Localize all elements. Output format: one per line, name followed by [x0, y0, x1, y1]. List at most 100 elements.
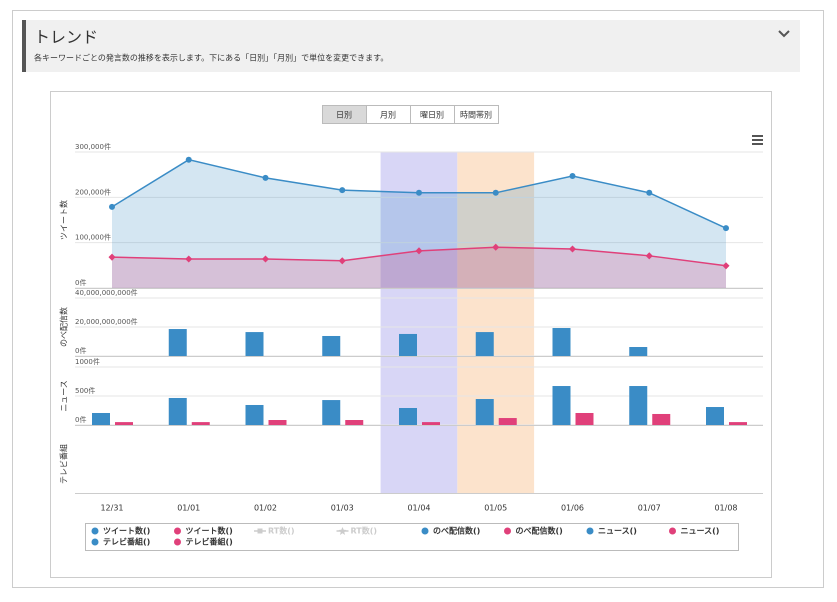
legend-label[interactable]: ツイート数()	[186, 526, 233, 536]
bar	[575, 412, 594, 425]
point	[261, 255, 270, 263]
legend-icon[interactable]	[338, 527, 347, 535]
bar	[629, 347, 648, 356]
y-tick-label: 100,000件	[75, 233, 111, 242]
y-tick-label: 0件	[75, 278, 86, 287]
point	[108, 253, 116, 261]
tab-label[interactable]: 日別	[336, 111, 352, 120]
bar	[629, 386, 648, 425]
point	[492, 243, 500, 251]
y-axis-title: のべ配信数	[59, 307, 69, 347]
bar	[92, 412, 110, 425]
legend-label[interactable]: ニュース()	[681, 527, 720, 536]
bar	[245, 404, 264, 425]
legend-icon[interactable]	[174, 538, 181, 546]
legend-label[interactable]: テレビ番組()	[103, 537, 150, 547]
point	[723, 225, 729, 232]
header-box	[22, 20, 800, 72]
bar	[322, 400, 341, 425]
area-fill	[112, 247, 726, 288]
y-tick-label: 300,000件	[75, 142, 111, 151]
bar	[268, 420, 287, 425]
legend-label[interactable]: ニュース()	[598, 527, 637, 536]
menu-icon[interactable]	[752, 135, 763, 145]
y-axis-title: ツイート数	[59, 200, 69, 240]
x-tick-label: 01/03	[331, 504, 354, 513]
legend-label[interactable]: RT数()	[268, 526, 295, 536]
tab-label[interactable]: 時間帯別	[460, 110, 492, 120]
bar	[552, 328, 571, 356]
point	[109, 203, 115, 210]
point	[416, 189, 422, 196]
header-title: トレンド	[34, 28, 98, 47]
legend-label[interactable]: のべ配信数()	[433, 526, 480, 536]
x-tick-label: 01/06	[561, 504, 584, 513]
tab-label[interactable]: 月別	[380, 111, 396, 120]
tab[interactable]	[454, 105, 499, 124]
y-axis-title: テレビ番組	[59, 444, 69, 484]
point	[262, 174, 269, 181]
bar	[652, 413, 671, 425]
y-tick-label: 500件	[75, 386, 95, 395]
y-tick-label: 0件	[75, 346, 86, 355]
point	[339, 187, 346, 194]
bar	[168, 397, 187, 425]
bar	[729, 422, 747, 425]
bar	[191, 422, 210, 425]
legend-label[interactable]: RT数()	[351, 526, 378, 536]
point	[185, 156, 192, 163]
point	[645, 252, 653, 260]
point	[569, 173, 576, 180]
bar	[345, 420, 364, 425]
bar	[399, 333, 417, 356]
legend-icon[interactable]	[504, 527, 511, 535]
legend-label[interactable]: のべ配信数()	[516, 526, 563, 536]
x-tick-label: 12/31	[100, 504, 123, 513]
y-tick-label: 1000件	[75, 357, 100, 366]
y-tick-label: 40,000,000,000件	[75, 288, 138, 297]
header-accent	[22, 20, 26, 72]
point	[646, 189, 653, 196]
legend-box	[85, 523, 739, 551]
point	[338, 257, 346, 265]
collapse-chevron[interactable]	[778, 30, 790, 38]
point	[722, 262, 730, 270]
bar	[552, 386, 571, 425]
point	[415, 247, 423, 255]
bar	[498, 418, 517, 425]
bar	[422, 422, 440, 425]
legend-icon[interactable]	[421, 527, 429, 535]
legend-label[interactable]: ツイート数()	[103, 526, 150, 536]
x-tick-label: 01/01	[177, 504, 200, 513]
legend-icon[interactable]	[174, 527, 181, 535]
x-tick-label: 01/02	[254, 504, 277, 513]
bar	[706, 407, 724, 425]
legend-icon[interactable]	[91, 527, 99, 535]
legend-icon[interactable]	[669, 527, 676, 535]
y-tick-label: 200,000件	[75, 187, 111, 196]
bar	[322, 335, 341, 356]
bar	[168, 329, 187, 356]
legend-icon[interactable]	[586, 527, 594, 535]
highlight-band	[380, 152, 458, 493]
legend-icon[interactable]	[257, 528, 263, 534]
header-description: 各キーワードごとの発言数の推移を表示します。下にある「日別」「月別」で単位を変更…	[34, 53, 388, 63]
x-tick-label: 01/05	[484, 504, 507, 513]
y-axis-title: ニュース	[60, 380, 69, 412]
bar	[245, 332, 264, 356]
legend-label[interactable]: テレビ番組()	[186, 537, 233, 547]
x-tick-label: 01/08	[714, 504, 737, 513]
bar	[399, 408, 417, 425]
tab-label[interactable]: 曜日別	[420, 111, 444, 120]
point	[568, 245, 577, 253]
bar	[115, 422, 133, 425]
bar	[475, 399, 494, 425]
point	[492, 189, 499, 196]
point	[185, 255, 193, 263]
legend-icon[interactable]	[91, 538, 99, 546]
x-tick-label: 01/07	[638, 504, 661, 513]
x-tick-label: 01/04	[407, 504, 430, 513]
y-tick-label: 0件	[75, 415, 86, 424]
